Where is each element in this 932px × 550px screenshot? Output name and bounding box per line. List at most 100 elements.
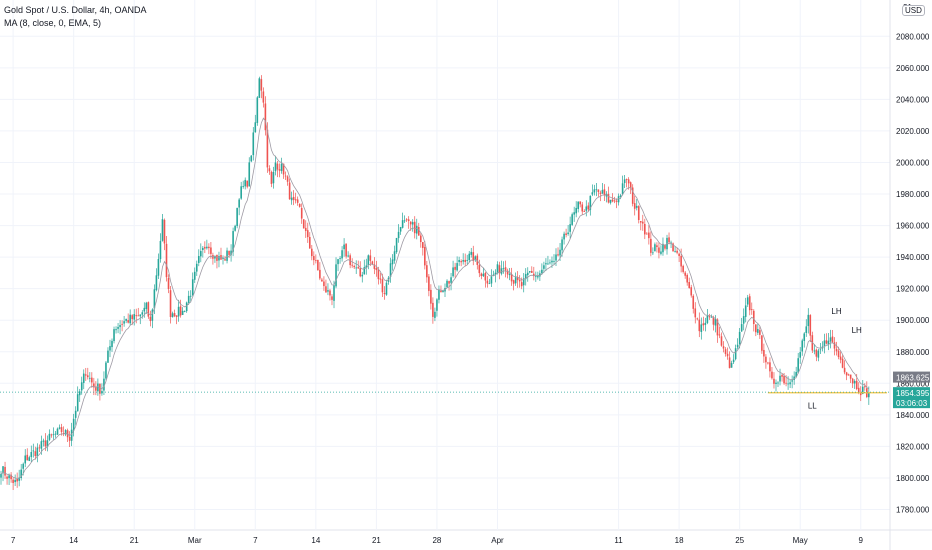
candle-body xyxy=(165,243,168,278)
candle-body xyxy=(365,265,368,269)
candle-body xyxy=(817,350,820,358)
candle-body xyxy=(702,323,705,326)
candle-body xyxy=(690,287,693,296)
candle-body xyxy=(680,255,682,267)
candle-body xyxy=(436,299,438,311)
candle-body xyxy=(648,232,650,239)
indicator-label[interactable]: MA (8, close, 0, EMA, 5) xyxy=(4,18,102,28)
candle-body xyxy=(480,273,483,277)
candle-body xyxy=(248,162,251,187)
candle-body xyxy=(137,315,140,317)
candle-body xyxy=(583,210,586,212)
candle-body xyxy=(206,246,208,249)
candle-body xyxy=(716,319,719,336)
x-tick-label: 21 xyxy=(372,536,381,545)
candle-body xyxy=(533,273,535,277)
candle-body xyxy=(62,432,65,435)
candle-body xyxy=(28,457,31,461)
candle-body xyxy=(306,230,309,238)
candle-body xyxy=(76,394,79,412)
candle-body xyxy=(528,271,531,273)
candle-body xyxy=(214,255,216,259)
candle-body xyxy=(537,276,539,278)
candle-body xyxy=(74,410,77,418)
annotation-label: LL xyxy=(808,402,817,411)
candle-body xyxy=(730,362,733,368)
candle-body xyxy=(169,290,172,317)
y-tick-label: 1940.000 xyxy=(896,253,930,262)
candle-body xyxy=(785,382,787,384)
candle-body xyxy=(133,314,136,320)
candle-body xyxy=(684,272,686,276)
candle-body xyxy=(84,374,87,376)
candle-body xyxy=(222,258,224,259)
candle-body xyxy=(252,132,255,156)
candle-body xyxy=(381,279,384,293)
candle-body xyxy=(10,474,12,480)
candle-body xyxy=(700,324,703,332)
candle-body xyxy=(654,244,656,252)
x-tick-label: 11 xyxy=(614,536,623,545)
candle-body xyxy=(530,270,533,273)
candle-body xyxy=(688,282,691,289)
candle-body xyxy=(355,267,358,269)
candle-body xyxy=(607,193,610,203)
candle-body xyxy=(415,225,418,234)
candle-body xyxy=(173,313,176,317)
currency-button[interactable]: USD xyxy=(902,5,925,16)
candle-body xyxy=(621,183,624,195)
candle-body xyxy=(208,246,210,249)
candle-body xyxy=(357,267,360,269)
candle-body xyxy=(129,314,131,324)
candle-body xyxy=(244,179,247,187)
candle-body xyxy=(843,367,846,373)
candle-body xyxy=(686,274,688,283)
candle-body xyxy=(345,243,347,257)
candle-body xyxy=(658,247,660,253)
candle-body xyxy=(674,251,676,252)
candle-body xyxy=(14,479,16,483)
candle-body xyxy=(228,250,230,255)
candle-body xyxy=(319,269,321,279)
candle-body xyxy=(508,273,511,276)
candle-body xyxy=(765,356,767,363)
candle-body xyxy=(571,214,573,225)
candle-body xyxy=(506,270,509,275)
symbol-title[interactable]: Gold Spot / U.S. Dollar, 4h, OANDA xyxy=(4,5,147,15)
candle-body xyxy=(97,383,99,392)
candle-body xyxy=(183,311,186,312)
candle-body xyxy=(60,427,63,433)
candle-body xyxy=(16,479,18,482)
candle-body xyxy=(44,440,47,447)
candle-body xyxy=(486,280,489,284)
candle-body xyxy=(6,476,8,479)
candle-body xyxy=(155,275,158,291)
candle-body xyxy=(650,238,652,253)
candle-body xyxy=(12,479,14,483)
candle-body xyxy=(351,264,353,266)
candle-body xyxy=(502,268,505,270)
candle-body xyxy=(845,372,848,376)
candle-body xyxy=(105,362,107,379)
candle-body xyxy=(308,236,311,249)
candle-body xyxy=(430,289,432,304)
candle-body xyxy=(698,319,701,332)
candle-body xyxy=(464,259,466,262)
candle-body xyxy=(868,392,870,398)
candle-body xyxy=(117,326,119,329)
y-tick-label: 1920.000 xyxy=(896,285,930,294)
candle-body xyxy=(587,205,590,210)
candle-body xyxy=(724,349,727,354)
candle-body xyxy=(36,447,39,457)
candle-body xyxy=(613,200,616,202)
candle-body xyxy=(633,203,636,209)
candle-body xyxy=(777,382,779,384)
candle-body xyxy=(438,289,440,300)
price-axis[interactable]: 1780.000 1800.000 1820.000 1840.000 1860.000… xyxy=(893,32,930,514)
candle-body xyxy=(637,206,640,221)
candle-body xyxy=(266,129,269,168)
candle-body xyxy=(218,256,220,261)
candle-body xyxy=(411,222,414,225)
candle-body xyxy=(18,477,20,481)
